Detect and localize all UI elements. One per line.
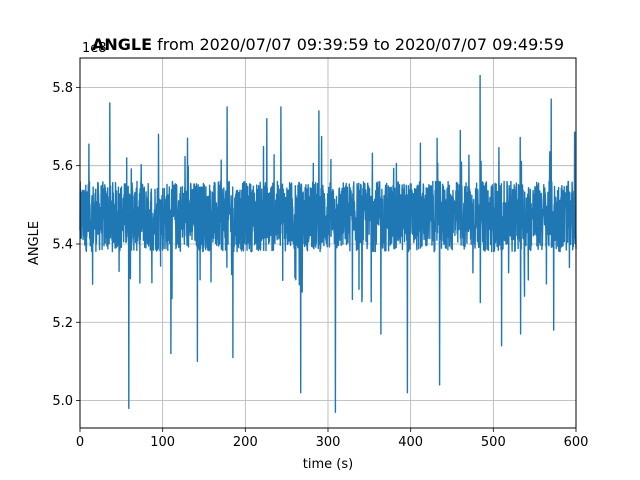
x-tick-label: 600: [564, 435, 589, 450]
chart-title-bold: ANGLE: [92, 35, 152, 54]
x-axis-label: time (s): [303, 457, 353, 472]
y-tick-label: 5.4: [52, 237, 73, 252]
x-tick-label: 200: [233, 435, 258, 450]
series-line: [79, 74, 577, 413]
y-axis: 5.0 5.2 5.4 5.6 5.8: [52, 81, 80, 409]
series-layer: [79, 74, 577, 413]
y-tick-label: 5.6: [52, 159, 73, 174]
y-tick-label: 5.0: [52, 394, 73, 409]
x-tick-label: 0: [76, 435, 84, 450]
x-tick-label: 400: [398, 435, 423, 450]
x-tick-label: 100: [150, 435, 175, 450]
x-axis: 0 100 200 300 400 500 600: [76, 428, 589, 450]
y-tick-label: 5.8: [52, 81, 73, 96]
chart-title-rest: from 2020/07/07 09:39:59 to 2020/07/07 0…: [152, 35, 564, 54]
chart-title: ANGLE from 2020/07/07 09:39:59 to 2020/0…: [92, 35, 564, 54]
y-axis-label: ANGLE: [27, 221, 42, 265]
x-tick-label: 500: [481, 435, 506, 450]
y-tick-label: 5.2: [52, 316, 73, 331]
y-offset-text: 1e8: [82, 41, 107, 56]
x-tick-label: 300: [316, 435, 341, 450]
